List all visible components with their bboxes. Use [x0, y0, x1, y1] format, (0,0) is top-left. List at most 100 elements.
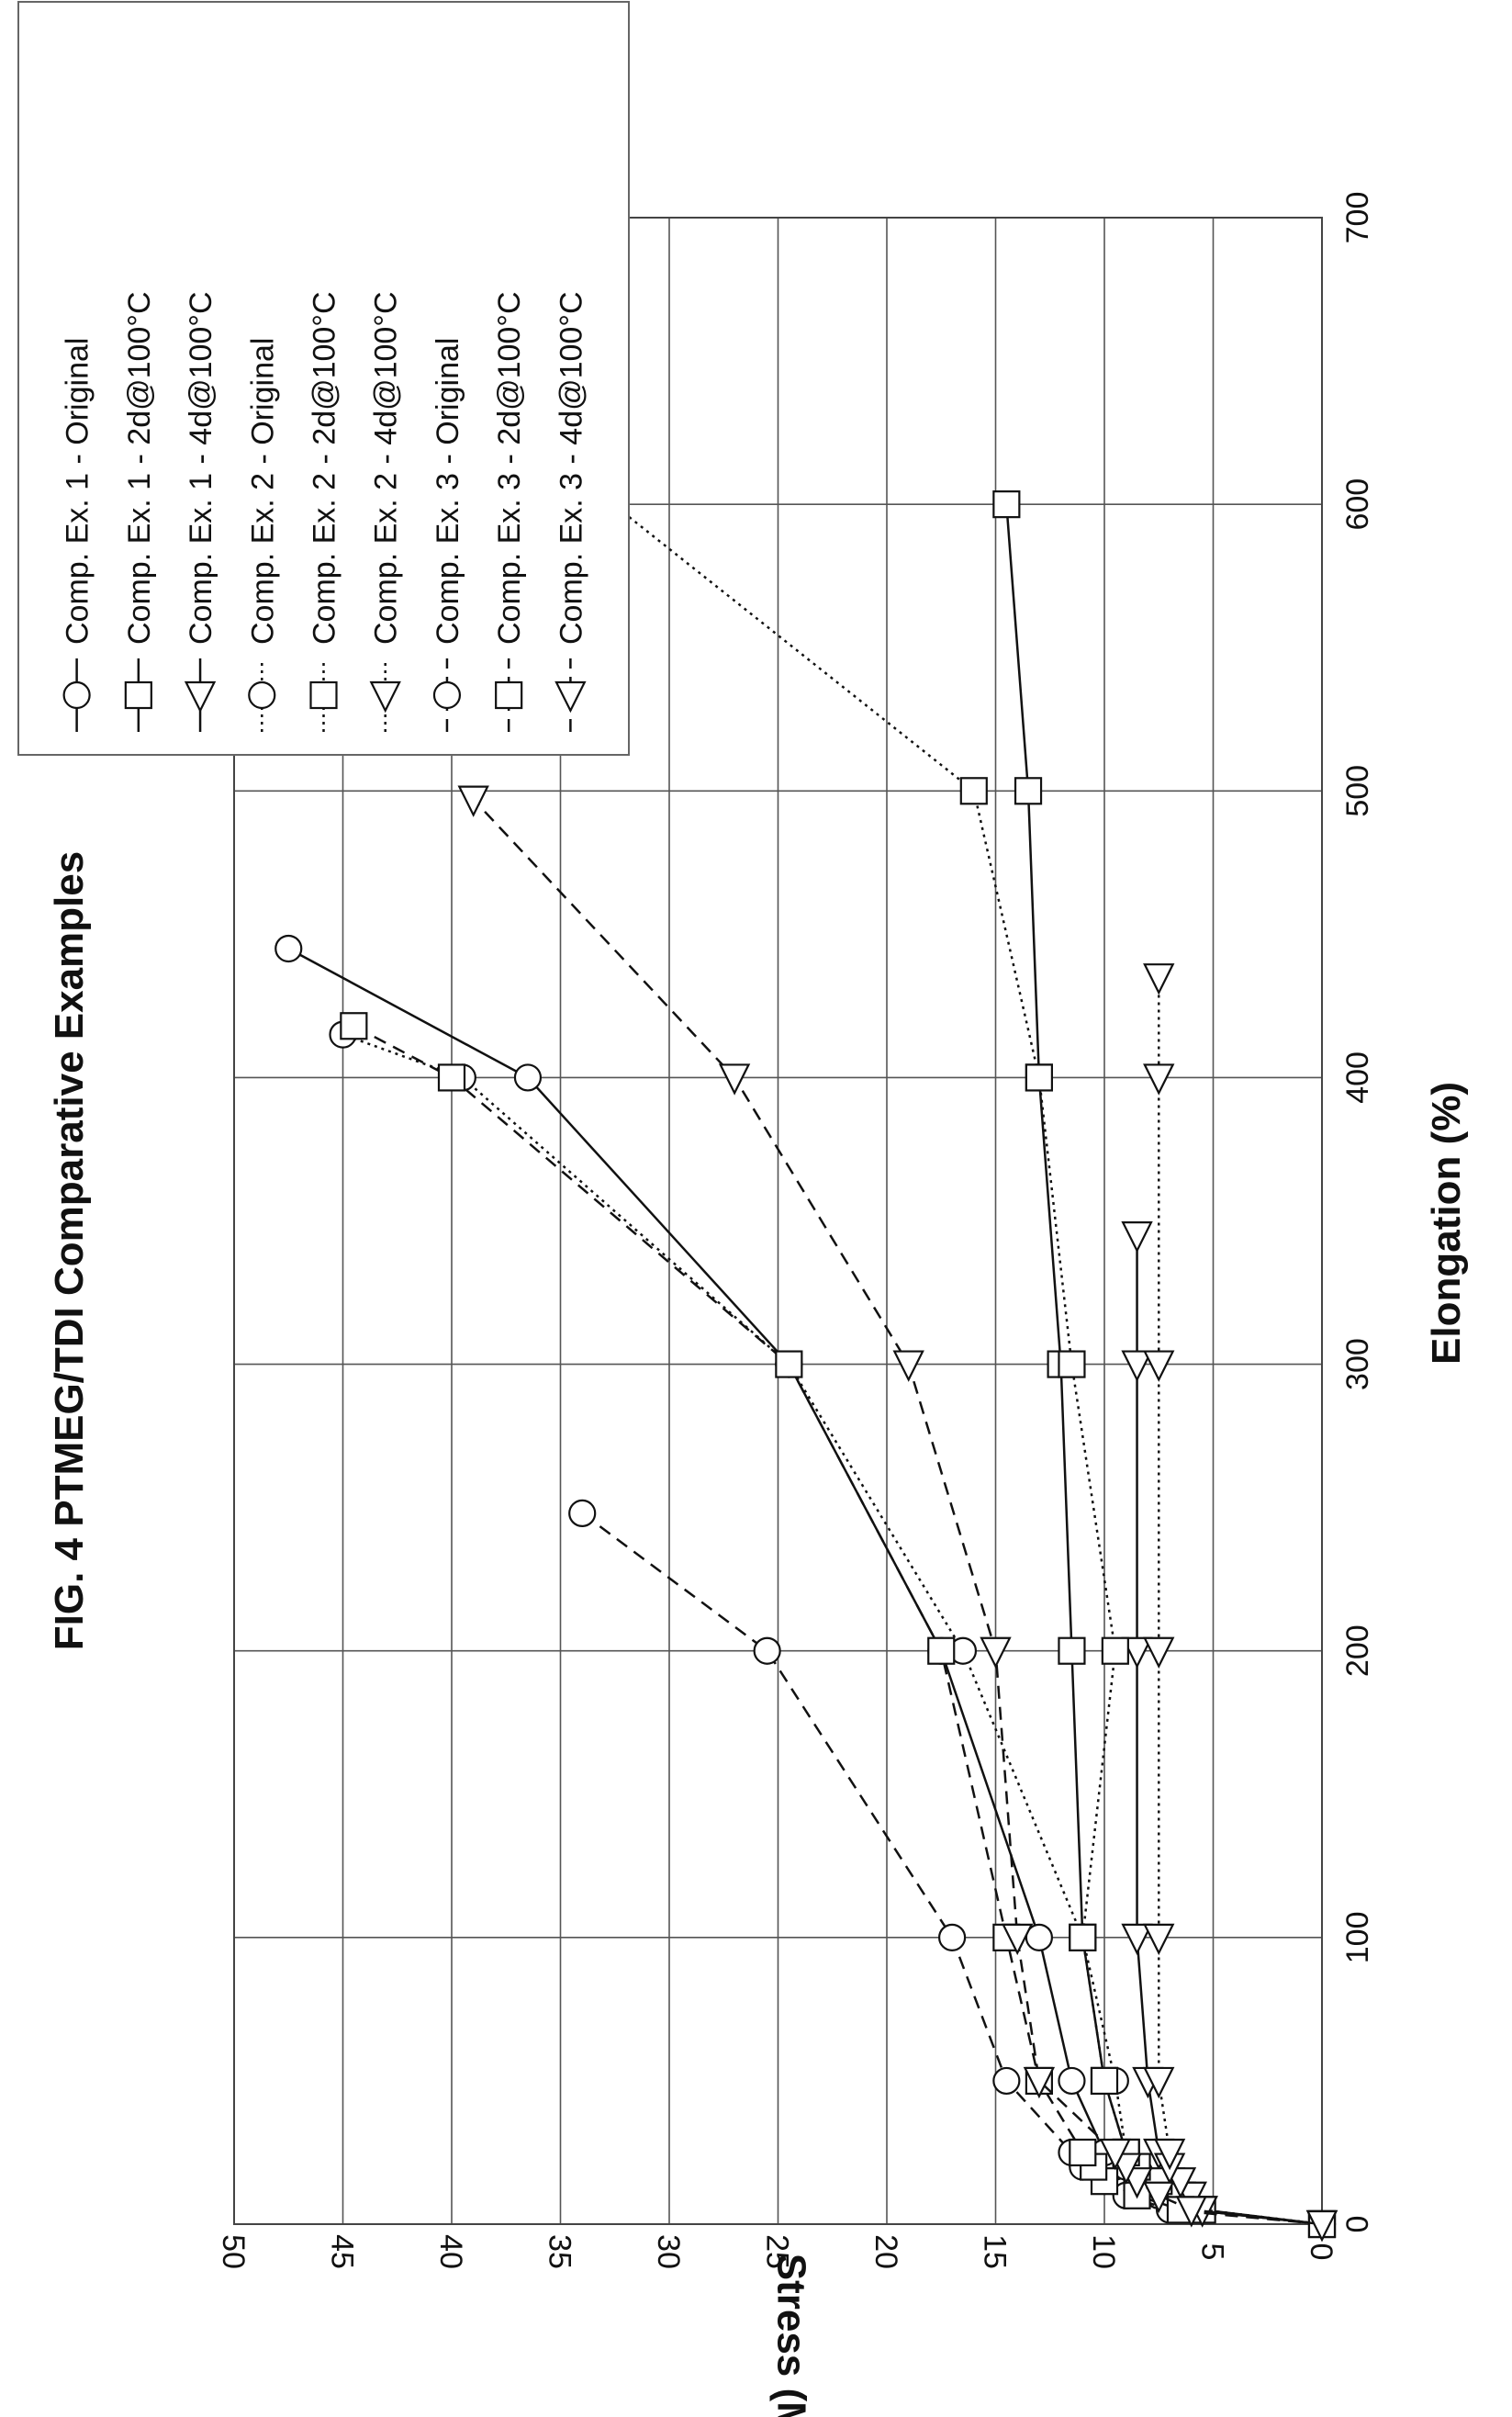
legend-item: Comp. Ex. 2 - 2d@100°C — [308, 292, 342, 732]
data-point — [1121, 1636, 1153, 1669]
data-series — [274, 232, 1338, 2243]
data-point — [1121, 1350, 1153, 1382]
y-tick: 45 — [325, 2234, 360, 2269]
y-tick: 5 — [1195, 2243, 1230, 2261]
data-point — [1143, 2181, 1175, 2214]
data-point — [980, 1636, 1012, 1669]
y-tick: 35 — [543, 2234, 577, 2269]
y-tick: 20 — [868, 2234, 903, 2269]
legend-marker — [248, 680, 276, 710]
y-tick-label: 30 — [651, 2234, 686, 2269]
y-axis-ticks: 0 5 10 15 20 25 30 35 40 45 50 — [216, 2234, 1338, 2269]
legend-item: Comp. Ex. 2 - 4d@100°C — [369, 292, 404, 732]
y-tick: 15 — [978, 2234, 1013, 2269]
legend-item: Comp. Ex. 3 - 2d@100°C — [492, 292, 527, 732]
data-point — [992, 2066, 1021, 2096]
y-tick-label: 5 — [1195, 2243, 1230, 2261]
data-point — [1143, 963, 1175, 995]
y-tick-label: 40 — [433, 2234, 468, 2269]
data-point — [1099, 2138, 1132, 2171]
data-point — [340, 1012, 368, 1040]
data-point — [457, 785, 489, 817]
data-point — [718, 1063, 751, 1096]
legend-marker — [124, 680, 152, 710]
data-point — [513, 1063, 543, 1092]
legend-label: Comp. Ex. 3 - 4d@100°C — [554, 292, 588, 646]
data-point — [1058, 1350, 1086, 1378]
y-axis-label: Stress (MPa) — [769, 2254, 814, 2417]
legend-label: Comp. Ex. 2 - 2d@100°C — [308, 292, 342, 646]
chart-title: FIG. 4 PTMEG/TDI Comparative Examples — [47, 851, 92, 1650]
legend-marker — [62, 680, 91, 710]
y-tick-label: 45 — [325, 2234, 360, 2269]
legend: Comp. Ex. 1 - Original Comp. Ex. 1 - 2d@1… — [17, 1, 630, 756]
y-tick-label: 15 — [978, 2234, 1013, 2269]
y-tick-label: 20 — [868, 2234, 903, 2269]
legend-item: Comp. Ex. 3 - 4d@100°C — [554, 292, 588, 732]
data-point — [959, 777, 988, 805]
x-tick-label: 700 — [1340, 192, 1375, 244]
data-point — [1090, 2066, 1119, 2096]
series-9 — [457, 785, 1338, 2243]
data-point — [775, 1350, 803, 1378]
rotated-figure: FIG. 4 PTMEG/TDI Comparative Examples 0 5… — [17, 1, 1469, 2417]
data-point — [1058, 2066, 1086, 2096]
legend-marker — [432, 680, 462, 710]
data-point — [1121, 1221, 1153, 1253]
x-tick-label: 600 — [1340, 478, 1375, 531]
legend-item: Comp. Ex. 1 - 2d@100°C — [122, 292, 157, 732]
data-point — [753, 1636, 781, 1665]
y-tick-label: 25 — [760, 2234, 795, 2269]
data-point — [1143, 1350, 1175, 1382]
data-point — [274, 934, 303, 963]
legend-marker — [184, 680, 217, 714]
legend-label: Comp. Ex. 3 - 2d@100°C — [492, 292, 527, 646]
legend-marker — [369, 680, 401, 714]
legend-box — [17, 1, 630, 756]
plot-area — [233, 217, 1323, 2225]
y-tick: 0 — [1304, 2243, 1338, 2261]
y-tick-label: 0 — [1304, 2243, 1338, 2261]
x-tick-label: 300 — [1340, 1338, 1375, 1390]
legend-item: Comp. Ex. 2 - Original — [245, 338, 280, 732]
data-point — [1153, 2138, 1186, 2171]
legend-marker — [309, 680, 338, 710]
data-point — [1014, 777, 1043, 805]
x-tick-label: 0 — [1340, 2216, 1375, 2233]
data-point — [1175, 2196, 1207, 2228]
data-point — [1143, 1063, 1175, 1096]
legend-label: Comp. Ex. 1 - 2d@100°C — [122, 292, 157, 646]
data-point — [1058, 1636, 1086, 1665]
y-tick-label: 35 — [543, 2234, 577, 2269]
y-tick-label: 10 — [1086, 2234, 1121, 2269]
legend-marker — [495, 680, 523, 710]
y-tick: 10 — [1086, 2234, 1121, 2269]
x-tick-label: 500 — [1340, 765, 1375, 817]
y-tick: 50 — [216, 2234, 251, 2269]
legend-label: Comp. Ex. 2 - 4d@100°C — [369, 292, 404, 646]
x-tick-label: 100 — [1340, 1911, 1375, 1963]
data-point — [927, 1636, 956, 1665]
data-point — [1143, 1636, 1175, 1669]
data-point — [1305, 2209, 1338, 2243]
legend-label: Comp. Ex. 3 - Original — [431, 338, 465, 645]
data-point — [437, 1063, 466, 1092]
legend-item: Comp. Ex. 3 - Original — [431, 338, 465, 732]
legend-label: Comp. Ex. 2 - Original — [245, 338, 280, 645]
y-tick-label: 50 — [216, 2234, 251, 2269]
data-point — [1069, 2138, 1097, 2167]
legend-item: Comp. Ex. 1 - Original — [61, 338, 95, 732]
legend-marker — [554, 680, 587, 714]
series-line — [342, 1033, 1323, 2226]
data-point — [1143, 1923, 1175, 1956]
data-point — [1002, 1923, 1034, 1956]
data-point — [1025, 1923, 1054, 1951]
data-point — [1023, 2066, 1056, 2099]
data-point — [1121, 1923, 1153, 1956]
legend-label: Comp. Ex. 1 - 4d@100°C — [184, 292, 218, 646]
x-tick-label: 400 — [1340, 1051, 1375, 1104]
data-point — [937, 1923, 967, 1951]
data-point — [1143, 2066, 1175, 2099]
y-tick: 40 — [433, 2234, 468, 2269]
